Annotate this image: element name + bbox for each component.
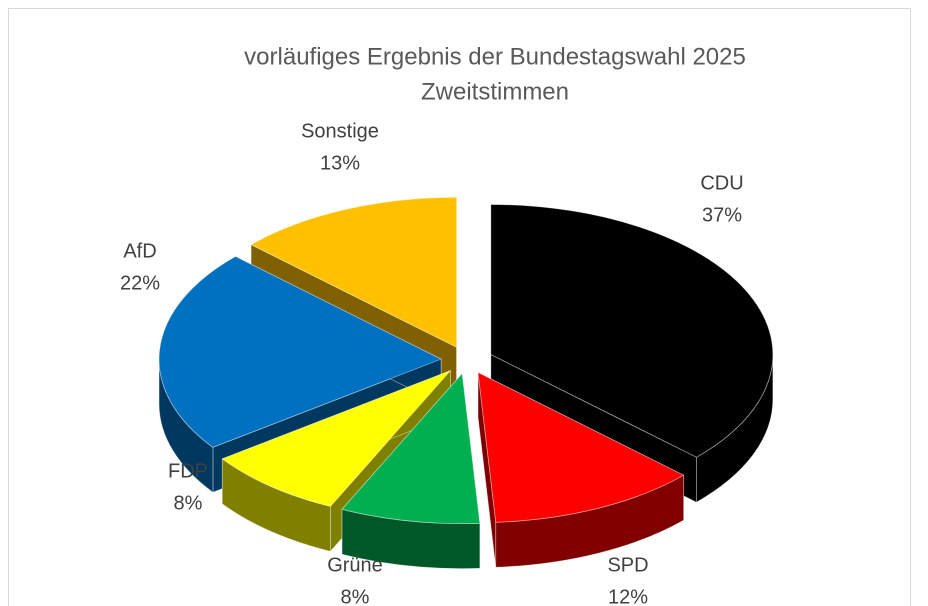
slice	[221, 370, 451, 507]
slice-value-label: 8%	[341, 586, 370, 606]
slice-value-label: 12%	[608, 586, 648, 606]
chart-subtitle: Zweitstimmen	[421, 78, 569, 105]
slice	[477, 372, 685, 523]
slice-label: CDU	[700, 172, 743, 194]
slice	[341, 373, 481, 524]
slice-label: SPD	[607, 554, 648, 576]
slice-label: Sonstige	[301, 120, 379, 142]
slice-label: FDP	[168, 460, 208, 482]
slice-value-label: 37%	[702, 204, 742, 226]
chart-title: vorläufiges Ergebnis der Bundestagswahl …	[244, 43, 746, 70]
slice	[490, 204, 774, 458]
slice-group	[477, 372, 685, 568]
slice-value-label: 8%	[174, 492, 203, 514]
slice	[250, 196, 458, 348]
slice	[158, 256, 442, 448]
slice-value-label: 13%	[320, 152, 360, 174]
slice-label: Grüne	[327, 554, 383, 576]
slice-value-label: 22%	[120, 272, 160, 294]
slice-group	[341, 373, 481, 569]
slice-label: AfD	[123, 240, 156, 262]
